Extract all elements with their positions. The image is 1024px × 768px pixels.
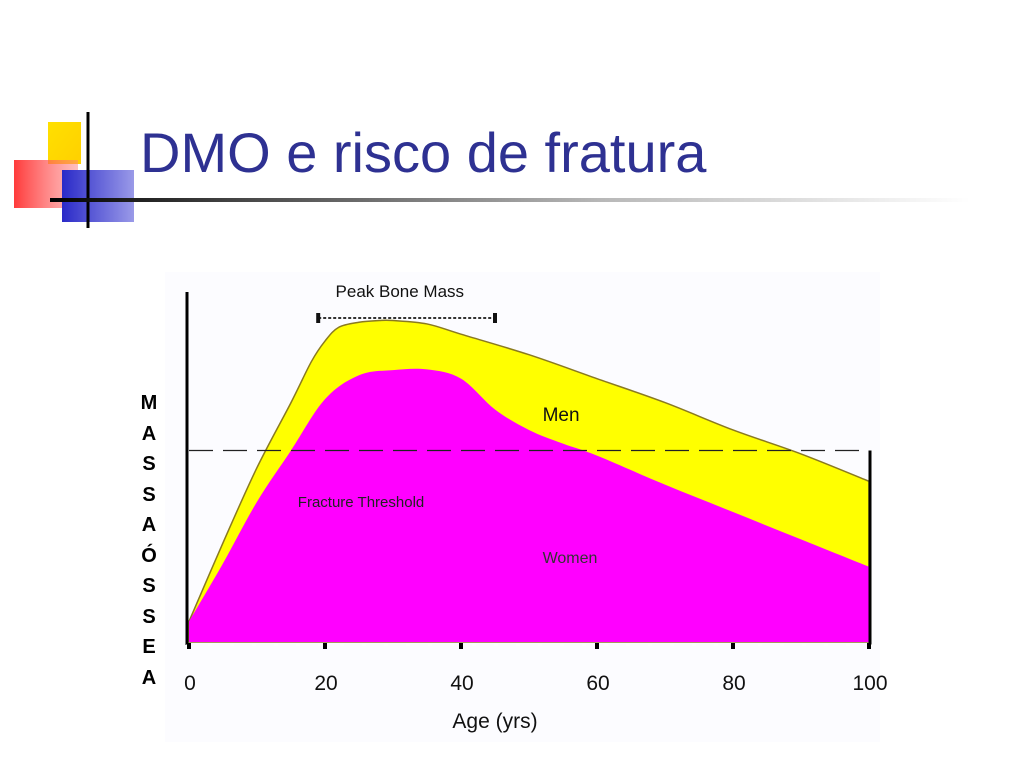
x-tick-label-0: 0 xyxy=(184,672,196,695)
y-axis-letter-6: S xyxy=(142,575,156,597)
x-tick-60 xyxy=(595,643,599,649)
page-title: DMO e risco de fratura xyxy=(140,121,707,184)
series-label-men: Men xyxy=(543,405,580,426)
x-tick-80 xyxy=(731,643,735,649)
y-axis-letter-5: Ó xyxy=(141,544,157,567)
peak-bone-mass-right-end xyxy=(493,313,497,323)
x-tick-100 xyxy=(867,643,871,649)
x-tick-label-40: 40 xyxy=(450,672,473,695)
peak-bone-mass-left-end xyxy=(316,313,321,323)
x-tick-20 xyxy=(323,643,327,649)
y-axis-letter-8: E xyxy=(142,636,156,658)
corner-decoration xyxy=(14,112,134,228)
fracture-threshold-label: Fracture Threshold xyxy=(298,494,424,511)
x-tick-40 xyxy=(459,643,463,649)
peak-bone-mass-label: Peak Bone Mass xyxy=(336,282,465,301)
x-tick-label-60: 60 xyxy=(586,672,609,695)
x-axis-label: Age (yrs) xyxy=(452,710,537,733)
yellow-square xyxy=(48,122,81,164)
series-label-women: Women xyxy=(543,550,598,567)
title-underline xyxy=(50,198,970,202)
x-tick-0 xyxy=(187,643,191,649)
y-axis-letter-1: A xyxy=(141,422,157,445)
y-axis-letter-9: A xyxy=(141,666,157,689)
y-axis-letter-7: S xyxy=(142,605,156,628)
series-area-women xyxy=(189,368,869,642)
y-axis-letter-0: M xyxy=(140,392,158,414)
x-tick-label-80: 80 xyxy=(722,672,745,695)
blue-square xyxy=(62,170,134,222)
y-axis-letter-3: S xyxy=(142,483,156,506)
x-tick-label-100: 100 xyxy=(852,672,887,695)
x-tick-label-20: 20 xyxy=(314,672,337,695)
y-axis-letter-4: A xyxy=(141,514,157,536)
y-axis-letter-2: S xyxy=(142,453,156,475)
